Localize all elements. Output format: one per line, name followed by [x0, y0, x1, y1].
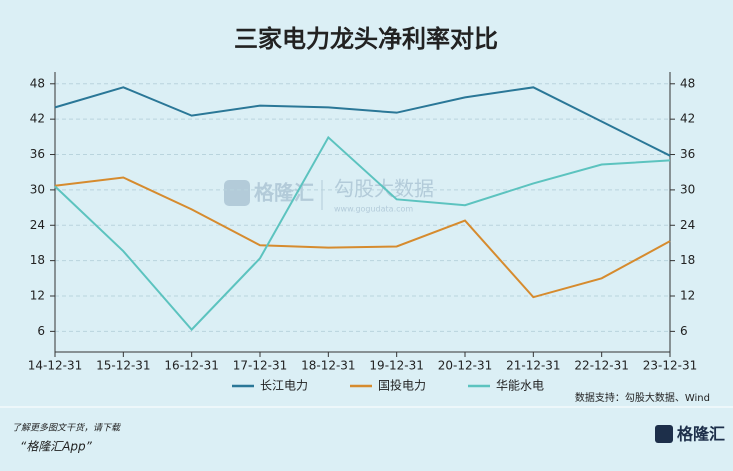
legend-label: 长江电力 — [260, 379, 308, 393]
x-tick-label: 15-12-31 — [96, 359, 150, 373]
x-tick-label: 22-12-31 — [574, 359, 628, 373]
series-line — [54, 135, 671, 332]
watermark-brand: 格隆汇 — [254, 181, 314, 205]
x-tick-label: 18-12-31 — [301, 359, 355, 373]
footer-app: “格隆汇App” — [20, 440, 93, 454]
y2-tick-label: 6 — [680, 324, 688, 338]
y-tick-label: 48 — [30, 76, 45, 90]
y-tick-label: 18 — [30, 253, 45, 267]
chart-title: 三家电力龙头净利率对比 — [234, 25, 498, 53]
y-tick-label: 36 — [30, 147, 45, 161]
x-tick-label: 19-12-31 — [369, 359, 423, 373]
y-tick-label: 42 — [30, 112, 45, 126]
y-tick-label: 24 — [30, 218, 45, 232]
x-tick-label: 21-12-31 — [506, 359, 560, 373]
footer-logo: 格隆汇 — [677, 425, 725, 444]
legend-label: 华能水电 — [496, 379, 544, 393]
footer-note: 了解更多图文干货，请下载 — [12, 423, 121, 434]
x-tick-label: 16-12-31 — [164, 359, 218, 373]
source: 数据支持：勾股大数据、Wind — [575, 391, 710, 404]
watermark-icon — [224, 180, 250, 206]
watermark-url: www.gogudata.com — [334, 205, 413, 214]
y2-tick-label: 48 — [680, 76, 695, 90]
x-tick-label: 23-12-31 — [643, 359, 697, 373]
y2-tick-label: 42 — [680, 112, 695, 126]
y2-tick-label: 30 — [680, 182, 695, 196]
y2-tick-label: 12 — [680, 289, 695, 303]
y-tick-label: 6 — [37, 324, 45, 338]
y-tick-label: 12 — [30, 289, 45, 303]
y2-tick-label: 36 — [680, 147, 695, 161]
x-tick-label: 17-12-31 — [233, 359, 287, 373]
series-line — [54, 176, 671, 299]
legend-label: 国投电力 — [378, 378, 426, 393]
x-tick-label: 20-12-31 — [438, 359, 492, 373]
y2-tick-label: 18 — [680, 253, 695, 267]
y-tick-label: 30 — [30, 182, 45, 196]
series-line — [54, 86, 671, 157]
x-tick-label: 14-12-31 — [28, 359, 82, 373]
logo-icon — [655, 425, 673, 443]
y2-tick-label: 24 — [680, 218, 695, 232]
